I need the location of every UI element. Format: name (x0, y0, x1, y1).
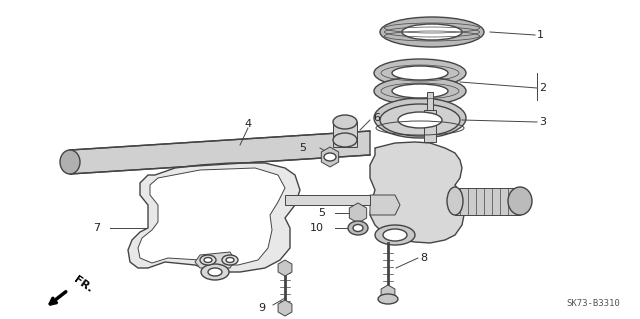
Text: 5: 5 (318, 208, 325, 218)
Text: SK73-B3310: SK73-B3310 (566, 299, 620, 308)
Ellipse shape (353, 225, 363, 232)
Text: 7: 7 (93, 223, 100, 233)
Ellipse shape (201, 264, 229, 280)
Text: 5: 5 (299, 143, 306, 153)
Ellipse shape (392, 84, 448, 98)
Text: 8: 8 (420, 253, 427, 263)
Ellipse shape (392, 66, 448, 80)
Polygon shape (195, 252, 235, 268)
Ellipse shape (333, 133, 357, 147)
Polygon shape (381, 285, 395, 301)
Polygon shape (138, 168, 285, 265)
Ellipse shape (508, 187, 532, 215)
Polygon shape (427, 92, 433, 110)
Ellipse shape (333, 115, 357, 129)
Polygon shape (278, 260, 292, 276)
Ellipse shape (374, 98, 466, 138)
Ellipse shape (208, 268, 222, 276)
Polygon shape (128, 163, 300, 272)
Polygon shape (455, 188, 520, 215)
Ellipse shape (60, 150, 80, 174)
Ellipse shape (374, 77, 466, 105)
Ellipse shape (383, 229, 407, 241)
Ellipse shape (200, 255, 216, 265)
Text: 6: 6 (373, 113, 380, 123)
Ellipse shape (222, 255, 238, 265)
Polygon shape (285, 195, 370, 205)
Ellipse shape (398, 112, 442, 128)
Polygon shape (370, 142, 465, 243)
Polygon shape (70, 131, 370, 174)
Ellipse shape (324, 153, 336, 161)
Ellipse shape (374, 59, 466, 87)
Ellipse shape (402, 24, 462, 40)
Text: 1: 1 (537, 30, 544, 40)
Ellipse shape (375, 225, 415, 245)
Ellipse shape (380, 17, 484, 47)
Ellipse shape (378, 294, 398, 304)
Text: 3: 3 (539, 117, 546, 127)
Polygon shape (424, 110, 436, 142)
Polygon shape (349, 203, 367, 223)
FancyArrowPatch shape (51, 292, 66, 304)
Ellipse shape (348, 221, 368, 235)
Text: 4: 4 (244, 119, 252, 129)
Polygon shape (278, 300, 292, 316)
Polygon shape (370, 195, 400, 215)
Text: FR.: FR. (72, 274, 95, 294)
Ellipse shape (447, 187, 463, 215)
Ellipse shape (380, 104, 460, 136)
Ellipse shape (204, 257, 212, 263)
Text: 10: 10 (310, 223, 324, 233)
Ellipse shape (226, 257, 234, 263)
Polygon shape (321, 147, 339, 167)
Text: 9: 9 (258, 303, 265, 313)
Polygon shape (333, 122, 357, 147)
Text: 2: 2 (539, 83, 546, 93)
